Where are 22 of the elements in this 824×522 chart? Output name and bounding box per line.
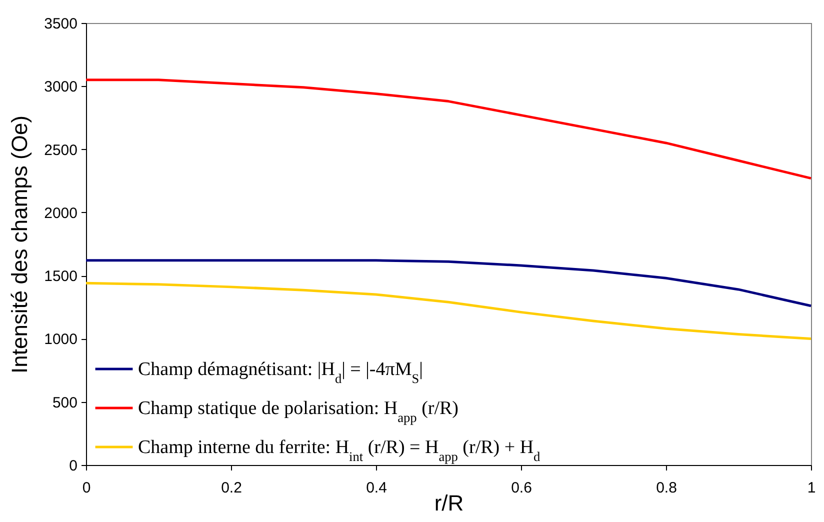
y-tick-label: 2000 (44, 204, 78, 222)
legend-label: Champ interne du ferrite: H$_{int}$ (r/R) = H$_{app}$ (r/R) + H$_{d}$ (138, 437, 541, 464)
x-tick-label: 0.6 (511, 480, 532, 496)
x-axis-title: r/R (434, 490, 464, 516)
line-series (84, 282, 812, 340)
x-tick-label: 1 (807, 480, 816, 496)
x-tick-label: 0 (82, 480, 91, 496)
y-tick-label: 2500 (44, 142, 78, 159)
x-tick-label: 0.8 (656, 480, 677, 496)
x-tick-label: 0.4 (366, 480, 387, 496)
y-tick-label: 3500 (44, 16, 78, 32)
y-tick-label: 500 (52, 394, 78, 412)
legend-label: Champ statique de polarisation: H$_{app}$ (r/R) (138, 398, 459, 424)
x-tick-label: 0.2 (221, 480, 242, 496)
y-axis-title: Intensité des champs (Oe) (7, 115, 32, 374)
line-series (84, 259, 812, 308)
y-tick-label: 0 (69, 458, 78, 474)
y-tick-label: 1000 (44, 331, 78, 348)
y-tick-label: 3000 (44, 78, 78, 96)
y-tick-label: 1500 (44, 268, 78, 286)
line-series (84, 78, 812, 180)
legend-label: Champ démagnétisant: |H$_{d}$| = |-4πM$_{S}$| (138, 359, 423, 386)
